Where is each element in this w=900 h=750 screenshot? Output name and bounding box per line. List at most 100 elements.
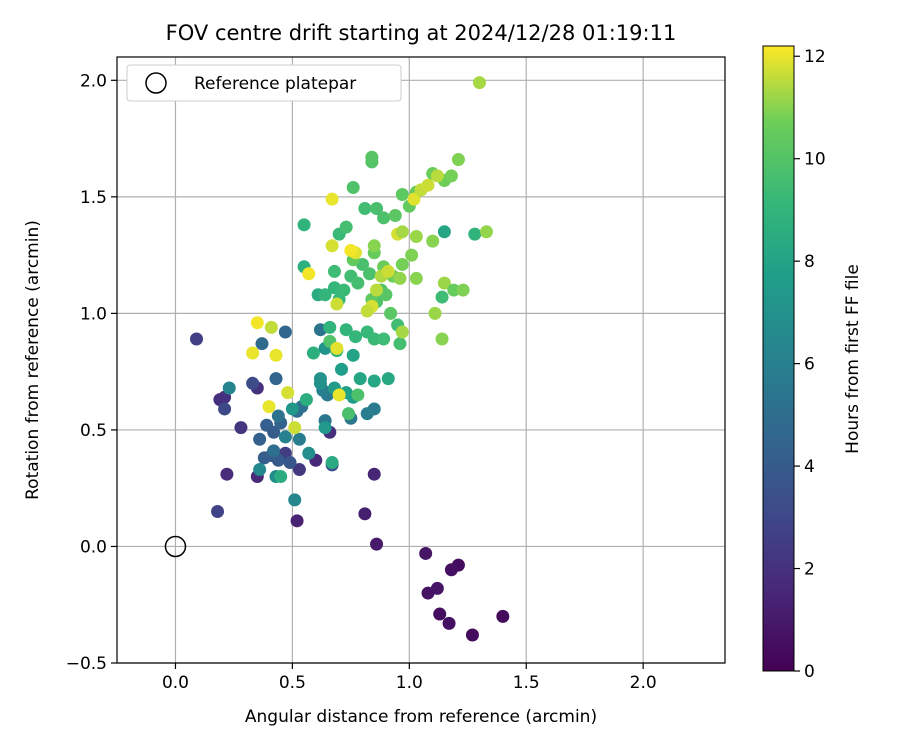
data-point (292, 432, 306, 446)
colorbar-tick-label: 2 (804, 560, 815, 580)
data-point (337, 283, 351, 297)
legend: Reference platepar (126, 64, 402, 102)
data-point (381, 372, 395, 386)
y-axis-ticks: −0.5 0.0 0.5 1.0 1.5 2.0 (66, 71, 117, 674)
data-point (370, 537, 384, 551)
colorbar-ticks: 0 2 4 6 8 10 12 (794, 47, 826, 682)
data-point (360, 407, 374, 421)
data-point (288, 421, 302, 435)
colorbar-tick-label: 0 (804, 662, 815, 682)
data-point (435, 290, 449, 304)
data-point (285, 402, 299, 416)
y-tick-label: 1.0 (80, 304, 107, 324)
data-point (358, 507, 372, 521)
data-point (250, 316, 264, 330)
data-point (346, 181, 360, 195)
y-tick-label: 0.5 (80, 421, 107, 441)
colorbar-tick-label: 6 (804, 355, 815, 375)
data-point (297, 218, 311, 232)
data-point (444, 169, 458, 183)
data-point (346, 348, 360, 362)
colorbar-tick-label: 12 (804, 47, 826, 67)
data-point (472, 76, 486, 90)
data-point (246, 376, 260, 390)
x-tick-label: 0.0 (162, 673, 189, 693)
data-point (288, 493, 302, 507)
x-tick-label: 0.5 (279, 673, 306, 693)
data-point (444, 563, 458, 577)
data-point (370, 283, 384, 297)
data-point (437, 276, 451, 290)
data-point (278, 325, 292, 339)
x-axis-ticks: 0.0 0.5 1.0 1.5 2.0 (162, 663, 657, 693)
data-point (334, 362, 348, 376)
data-point (278, 430, 292, 444)
data-point (283, 456, 297, 470)
data-point (330, 297, 344, 311)
data-point (353, 372, 367, 386)
data-point (262, 400, 276, 414)
data-point (381, 264, 395, 278)
colorbar-tick-label: 4 (804, 457, 815, 477)
data-point (325, 192, 339, 206)
data-point (433, 607, 447, 621)
data-point (190, 332, 204, 346)
plot-area-frame (116, 56, 726, 664)
data-point (318, 421, 332, 435)
data-point (281, 386, 295, 400)
data-point (323, 320, 337, 334)
data-point (447, 283, 461, 297)
data-point (395, 325, 409, 339)
scatter-points (190, 76, 510, 642)
y-axis-label: Rotation from reference (arcmin) (23, 220, 43, 500)
data-point (395, 225, 409, 239)
data-point (302, 267, 316, 281)
y-tick-label: 2.0 (80, 71, 107, 91)
data-point (367, 467, 381, 481)
data-point (435, 332, 449, 346)
data-point (269, 372, 283, 386)
data-point (456, 283, 470, 297)
data-point (407, 192, 421, 206)
data-point (384, 306, 398, 320)
data-point (306, 346, 320, 360)
data-point (269, 348, 283, 362)
data-point (377, 332, 391, 346)
legend-marker (145, 72, 167, 94)
data-point (409, 229, 423, 243)
grid-lines (117, 57, 725, 664)
data-point (339, 323, 353, 337)
legend-label: Reference platepar (194, 74, 356, 94)
data-point (264, 320, 278, 334)
colorbar: 0 2 4 6 8 10 12 Hours from first FF file (762, 45, 863, 682)
data-point (393, 271, 407, 285)
data-point (367, 374, 381, 388)
data-point (393, 337, 407, 351)
y-tick-label: 0.0 (80, 537, 107, 557)
data-point (377, 211, 391, 225)
data-point (342, 407, 356, 421)
data-point (274, 470, 288, 484)
data-point (211, 505, 225, 518)
data-point (234, 421, 248, 435)
colorbar-tick-label: 8 (804, 252, 815, 272)
x-tick-label: 2.0 (630, 673, 657, 693)
data-point (442, 616, 456, 630)
data-point (267, 444, 281, 458)
y-tick-label: 1.5 (80, 188, 107, 208)
data-point (344, 243, 358, 257)
chart-title: FOV centre drift starting at 2024/12/28 … (166, 21, 677, 45)
data-point (395, 257, 409, 271)
data-point (325, 239, 339, 253)
data-point (218, 402, 232, 416)
data-point (430, 581, 444, 595)
data-point (318, 288, 332, 302)
data-point (395, 188, 409, 202)
data-point (496, 609, 510, 623)
data-point (302, 446, 316, 460)
data-point (299, 393, 313, 407)
data-point (365, 150, 379, 164)
data-point (360, 304, 374, 318)
data-point (313, 372, 327, 386)
data-point (405, 248, 419, 262)
